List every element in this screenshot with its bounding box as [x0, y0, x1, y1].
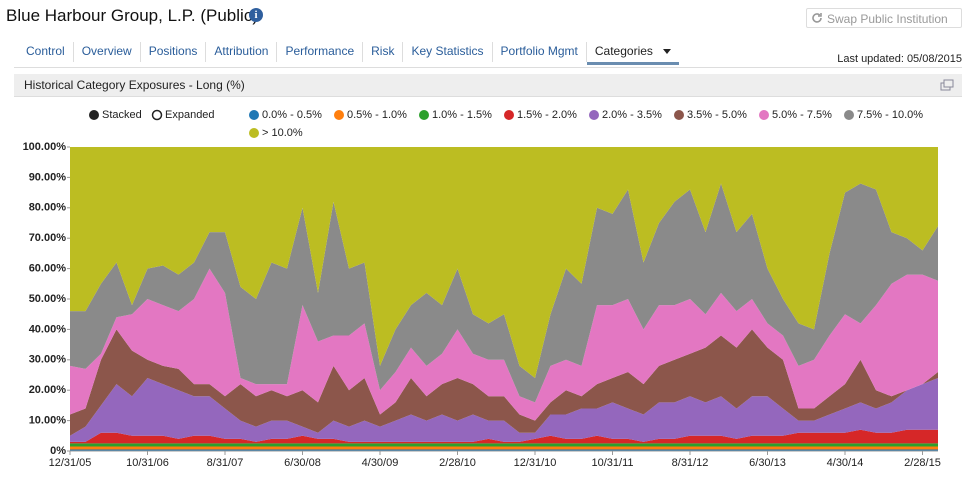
info-icon[interactable]: i — [249, 8, 263, 22]
panel-title: Historical Category Exposures - Long (%) — [24, 78, 245, 92]
legend-marker — [334, 110, 344, 120]
tab[interactable]: Risk — [363, 42, 404, 62]
refresh-icon — [812, 13, 822, 23]
x-tick-label: 8/31/12 — [672, 457, 709, 469]
legend-marker — [674, 110, 684, 120]
y-tick-label: 60.00% — [29, 263, 67, 275]
x-tick-label: 4/30/14 — [827, 457, 864, 469]
legend-label: 1.5% - 2.0% — [517, 109, 577, 121]
area — [70, 183, 938, 403]
y-tick-label: 100.00% — [23, 141, 67, 153]
area — [70, 429, 938, 444]
y-tick-label: 40.00% — [29, 323, 67, 335]
legend-marker — [249, 128, 259, 138]
x-tick-label: 6/30/13 — [749, 457, 786, 469]
legend-label: 2.0% - 3.5% — [602, 109, 662, 121]
y-tick-label: 80.00% — [29, 202, 67, 214]
legend-marker — [589, 110, 599, 120]
legend-label: 5.0% - 7.5% — [772, 109, 832, 121]
area — [70, 329, 938, 436]
y-tick-label: 0% — [50, 445, 66, 457]
legend-label: 0.0% - 0.5% — [262, 109, 322, 121]
legend-marker — [419, 110, 429, 120]
tab[interactable]: Performance — [277, 42, 364, 62]
legend-marker — [504, 110, 514, 120]
tab[interactable]: Key Statistics — [403, 42, 493, 62]
x-tick-label: 12/31/05 — [49, 457, 92, 469]
legend-label: 1.0% - 1.5% — [432, 109, 492, 121]
tab-active[interactable]: Categories — [586, 42, 679, 65]
divider — [14, 67, 962, 68]
tab-bar: Control Overview Positions Attribution P… — [18, 42, 679, 66]
area — [70, 268, 938, 421]
legend-label: 3.5% - 5.0% — [687, 109, 747, 121]
page-title: Blue Harbour Group, L.P. (Public) — [6, 6, 258, 25]
tab[interactable]: Overview — [74, 42, 141, 62]
area — [70, 443, 938, 447]
radio-selected[interactable] — [89, 110, 99, 120]
legend-marker — [844, 110, 854, 120]
tab[interactable]: Attribution — [206, 42, 278, 62]
radio[interactable] — [151, 109, 163, 121]
legend-label: 7.5% - 10.0% — [857, 109, 923, 121]
y-tick-label: 70.00% — [29, 232, 67, 244]
panel-header — [14, 74, 962, 97]
mode-label[interactable]: Expanded — [165, 109, 215, 121]
legend-label: > 10.0% — [262, 127, 303, 139]
x-tick-label: 6/30/08 — [284, 457, 321, 469]
tab[interactable]: Positions — [141, 42, 207, 62]
legend-marker — [759, 110, 769, 120]
x-tick-label: 10/31/11 — [591, 457, 633, 469]
x-tick-label: 12/31/10 — [514, 457, 557, 469]
legend-label: 0.5% - 1.0% — [347, 109, 407, 121]
y-tick-label: 10.00% — [29, 415, 67, 427]
restore-icon[interactable] — [940, 79, 954, 91]
area — [70, 446, 938, 450]
area — [70, 147, 938, 379]
mode-label[interactable]: Stacked — [102, 109, 142, 121]
button-label: Swap Public Institution — [827, 12, 948, 26]
x-tick-label: 10/31/06 — [126, 457, 169, 469]
x-tick-label: 8/31/07 — [207, 457, 244, 469]
tab[interactable]: Portfolio Mgmt — [493, 42, 587, 62]
swap-button[interactable]: Swap Public Institution — [806, 8, 962, 28]
last-updated: Last updated: 05/08/2015 — [837, 53, 962, 65]
y-tick-label: 30.00% — [29, 354, 67, 366]
y-tick-label: 90.00% — [29, 171, 67, 183]
y-tick-label: 20.00% — [29, 384, 67, 396]
tab[interactable]: Control — [18, 42, 74, 62]
x-tick-label: 4/30/09 — [362, 457, 399, 469]
legend-marker — [249, 110, 259, 120]
x-tick-label: 2/28/10 — [439, 457, 476, 469]
area — [70, 378, 938, 442]
y-tick-label: 50.00% — [29, 293, 67, 305]
x-tick-label: 2/28/15 — [904, 457, 941, 469]
